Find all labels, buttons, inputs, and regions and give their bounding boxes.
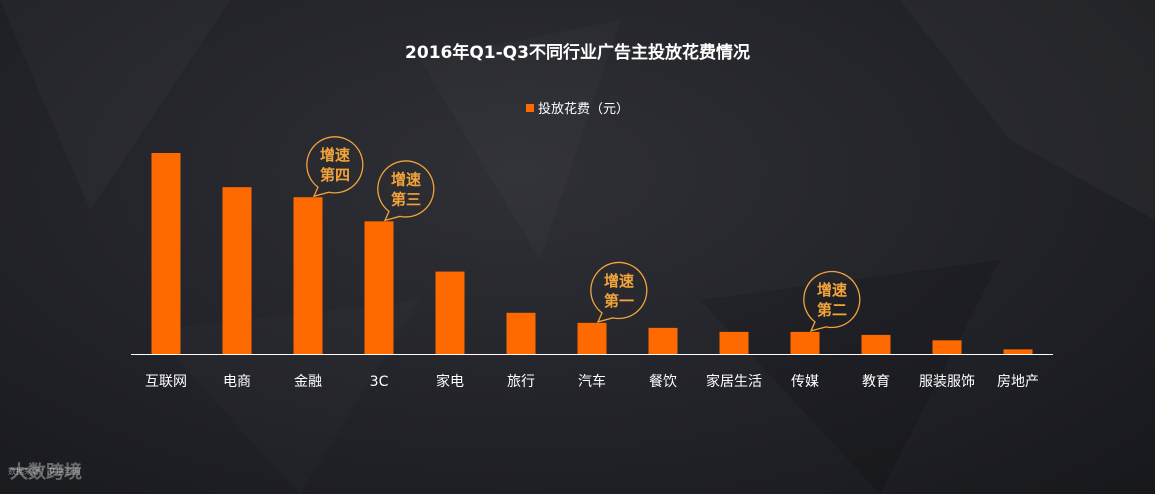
legend-label: 投放花费（元） [537,102,629,117]
x-tick-label: 家居生活 [706,373,762,390]
x-tick-label: 金融 [294,374,322,390]
bar-6 [577,322,607,354]
bar-8 [719,331,749,354]
bar-2 [293,197,323,354]
x-tick-label: 互联网 [145,374,187,390]
x-tick-label: 家电 [436,373,464,390]
badge-outline [590,261,648,323]
x-tick-label: 房地产 [997,374,1039,390]
badge-text: 增速 [817,281,847,299]
x-tick-label: 餐饮 [649,374,677,390]
chart-title: 2016年Q1-Q3不同行业广告主投放花费情况 [405,43,750,63]
x-tick-label: 汽车 [578,373,606,390]
badge-text: 第一 [604,292,634,310]
bar-10 [861,334,891,354]
x-tick-label: 旅行 [507,374,535,390]
x-tick-label: 教育 [862,374,890,390]
x-tick-label: 服装服饰 [919,374,975,390]
badge-outline [306,136,364,198]
bar-4 [435,271,465,354]
badge-text: 第二 [817,301,847,319]
bar-7 [648,327,678,354]
badge-text: 增速 [320,146,350,164]
legend-swatch [525,104,534,112]
x-tick-label: 3C [370,374,389,390]
bar-9 [790,331,820,354]
bar-1 [222,187,252,354]
badge-text: 增速 [604,272,634,290]
bar-5 [506,312,536,354]
bar-3 [364,221,394,354]
badge-outline [803,270,861,332]
badge-text: 第四 [320,166,350,184]
bar-0 [151,153,181,354]
badge-text: 第三 [391,190,421,208]
bar-11 [932,340,962,354]
watermark-logo: 大数跨境 [10,462,82,483]
x-tick-label: 传媒 [791,374,819,390]
badge-text: 增速 [391,170,421,188]
legend: 投放花费（元） [0,98,1155,117]
bar-12 [1003,349,1033,354]
source-note: 数据来源：艾瑞咨询 [8,467,80,476]
badge-outline [377,160,435,222]
x-tick-label: 电商 [223,374,251,390]
